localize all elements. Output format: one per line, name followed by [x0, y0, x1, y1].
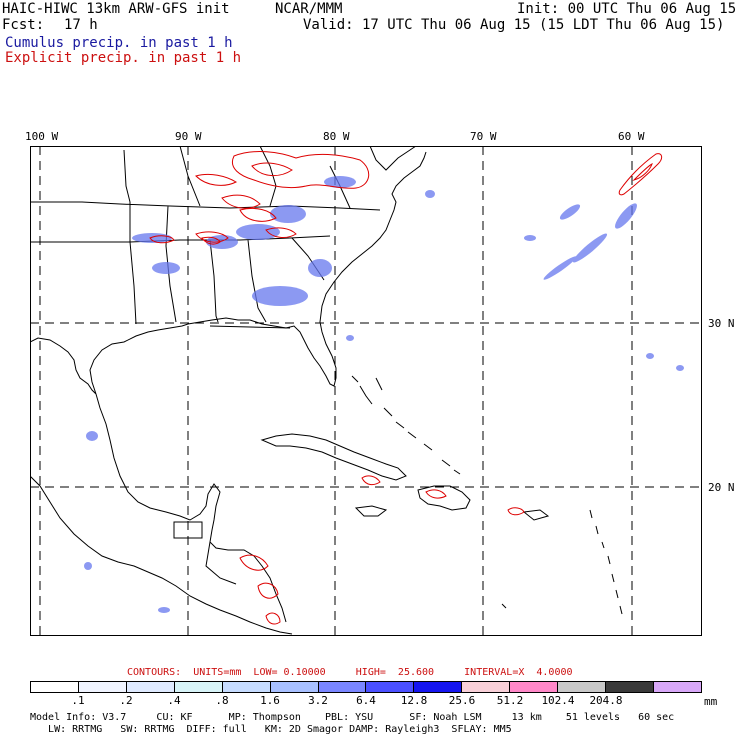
jamaica-outline — [354, 505, 388, 517]
legend-swatch — [558, 682, 607, 692]
cumulus-cell — [524, 235, 536, 241]
cumulus-cell — [676, 365, 684, 371]
cumulus-cell — [206, 235, 238, 249]
legend-swatch — [510, 682, 559, 692]
lon-label-70w: 70 W — [470, 130, 497, 143]
cumulus-cell — [346, 335, 354, 341]
cumulus-cell — [425, 190, 435, 198]
model-info-line2: LW: RRTMG SW: RRTMG DIFF: full KM: 2D Sm… — [30, 724, 512, 735]
explicit-contour — [149, 235, 175, 244]
legend-swatch — [462, 682, 511, 692]
lesser-antilles — [501, 509, 623, 615]
legend-swatch — [366, 682, 415, 692]
legend-swatch — [78, 682, 127, 692]
explicit-contour — [251, 162, 293, 176]
mexico-coast — [30, 393, 293, 635]
explicit-contour — [618, 153, 663, 196]
cumulus-cell — [543, 256, 577, 280]
cumulus-cell — [236, 224, 280, 240]
legend-value: 51.2 — [496, 694, 524, 707]
cumulus-cell — [270, 205, 306, 223]
legend-value: .2 — [119, 694, 133, 707]
init-label: Init: 00 UTC Thu 06 Aug 15 — [517, 1, 737, 17]
legend-swatch — [31, 682, 79, 692]
us-gulf-coast — [30, 151, 427, 395]
legend-value: 1.6 — [260, 694, 280, 707]
legend-value: .1 — [71, 694, 85, 707]
legend-swatch — [126, 682, 175, 692]
legend-swatch — [270, 682, 319, 692]
bahamas-islands — [351, 375, 461, 475]
legend-value: .8 — [215, 694, 229, 707]
explicit-precip — [149, 151, 663, 625]
cumulus-cell — [559, 204, 581, 220]
fcst-value: 17 h — [64, 17, 98, 33]
precip-map — [30, 146, 702, 636]
explicit-contour — [201, 236, 221, 245]
explicit-contour — [265, 612, 281, 625]
legend-swatch — [606, 682, 654, 692]
lon-label-80w: 80 W — [323, 130, 350, 143]
explicit-contour — [232, 151, 370, 189]
contours-info: CONTOURS: UNITS=mm LOW= 0.10000 HIGH= 25… — [127, 667, 573, 678]
explicit-contour — [239, 207, 277, 222]
legend-value: 6.4 — [356, 694, 376, 707]
explicit-contour — [239, 554, 269, 571]
valid-label: Valid: 17 UTC Thu 06 Aug 15 (15 LDT Thu … — [303, 17, 725, 33]
cumulus-cell — [646, 353, 654, 359]
map-frame — [30, 146, 702, 636]
explicit-contour — [425, 489, 447, 499]
legend-value: 3.2 — [308, 694, 328, 707]
explicit-contour — [221, 194, 261, 209]
hispaniola-outline — [417, 485, 471, 511]
legend-swatch — [414, 682, 463, 692]
cumulus-precip — [84, 176, 684, 613]
model-title: HAIC-HIWC 13km ARW-GFS init — [2, 1, 230, 17]
cumulus-cell — [158, 607, 170, 613]
lat-label-30n: 30 N — [708, 317, 735, 330]
cumulus-cell — [132, 233, 172, 243]
legend-value: 12.8 — [400, 694, 428, 707]
legend-swatch — [174, 682, 223, 692]
canada-coast — [369, 146, 417, 171]
coastlines — [30, 146, 623, 635]
cumulus-cell — [86, 431, 98, 441]
cumulus-cell — [252, 286, 308, 306]
explicit-legend: Explicit precip. in past 1 h — [5, 50, 242, 66]
cumulus-cell — [308, 259, 332, 277]
legend-value: .4 — [167, 694, 181, 707]
cumulus-cell — [84, 562, 92, 570]
lat-label-20n: 20 N — [708, 481, 735, 494]
legend-swatch — [318, 682, 367, 692]
legend-value: 102.4 — [541, 694, 575, 707]
org-label: NCAR/MMM — [275, 1, 343, 17]
cumulus-cell — [572, 233, 608, 263]
explicit-contour — [507, 507, 525, 516]
color-scale-bar — [30, 681, 702, 693]
explicit-contour — [195, 173, 238, 186]
yucatan-border — [173, 521, 237, 585]
fcst-label: Fcst: — [2, 17, 45, 33]
legend-unit: mm — [704, 695, 718, 708]
legend-value: 204.8 — [589, 694, 623, 707]
legend-value: 25.6 — [448, 694, 476, 707]
explicit-contour — [361, 475, 381, 486]
legend-swatch — [222, 682, 271, 692]
cumulus-cell — [324, 176, 356, 188]
explicit-contour — [265, 227, 297, 238]
explicit-contour — [632, 163, 653, 181]
cumulus-cell — [615, 203, 637, 229]
model-info-line1: Model Info: V3.7 CU: KF MP: Thompson PBL… — [30, 712, 675, 723]
puerto-rico-outline — [522, 509, 550, 521]
lon-label-60w: 60 W — [618, 130, 645, 143]
cumulus-legend: Cumulus precip. in past 1 h — [5, 35, 233, 51]
legend-swatch — [653, 682, 701, 692]
lat-lon-grid — [30, 146, 702, 636]
cuba-outline — [260, 433, 407, 481]
explicit-contour — [257, 582, 279, 599]
cumulus-cell — [152, 262, 180, 274]
lon-label-90w: 90 W — [175, 130, 202, 143]
explicit-contour — [195, 231, 229, 243]
lon-label-100w: 100 W — [25, 130, 59, 143]
